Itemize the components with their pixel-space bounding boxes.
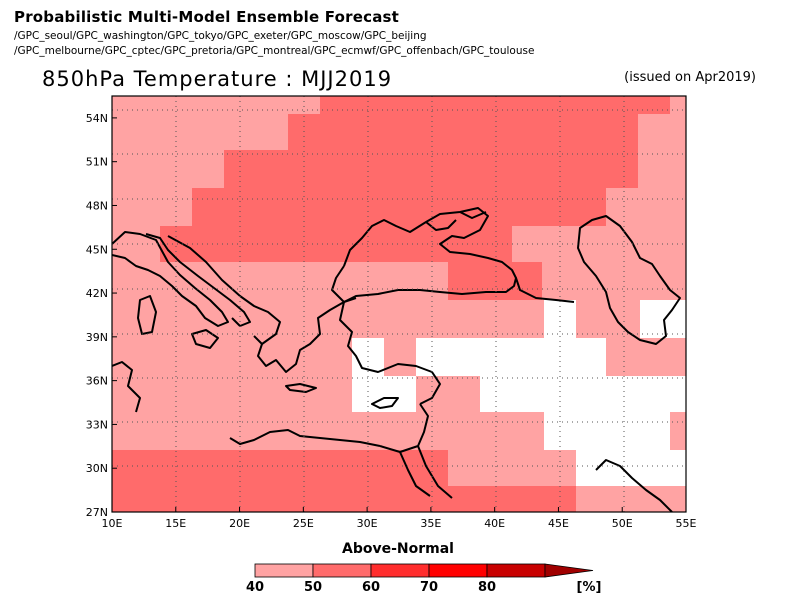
x-tick-label: 10E bbox=[102, 517, 123, 530]
y-tick-label: 51N bbox=[86, 156, 108, 169]
y-tick-label: 30N bbox=[86, 462, 108, 475]
coastlines bbox=[112, 207, 681, 512]
colorbar-tick-label: 70 bbox=[420, 580, 438, 595]
issued-date: (issued on Apr2019) bbox=[624, 70, 756, 85]
y-tick-label: 33N bbox=[86, 418, 108, 431]
probability-field bbox=[112, 96, 686, 512]
colorbar-tick-label: 40 bbox=[246, 580, 264, 595]
y-tick-label: 27N bbox=[86, 506, 108, 519]
grid-lines bbox=[112, 96, 686, 512]
colorbar-tick-label: 50 bbox=[304, 580, 322, 595]
models-line-2: /GPC_melbourne/GPC_cptec/GPC_pretoria/GP… bbox=[14, 45, 535, 57]
x-axis: 10E 15E 20E 25E 30E 35E 40E 45E 50E 55E bbox=[102, 507, 697, 530]
colorbar-segment bbox=[254, 563, 314, 578]
x-tick-label: 30E bbox=[357, 517, 378, 530]
y-tick-label: 36N bbox=[86, 375, 108, 388]
y-tick-label: 48N bbox=[86, 199, 108, 212]
colorbar-segment bbox=[370, 563, 430, 578]
x-tick-label: 40E bbox=[484, 517, 505, 530]
colorbar-unit: [%] bbox=[577, 580, 602, 595]
prob-north-band bbox=[160, 96, 670, 300]
x-tick-label: 15E bbox=[165, 517, 186, 530]
colorbar-segment bbox=[486, 563, 546, 578]
colorbar-segment bbox=[312, 563, 372, 578]
colorbar-tick-label: 80 bbox=[478, 580, 496, 595]
product-title: Probabilistic Multi-Model Ensemble Forec… bbox=[14, 8, 400, 26]
colorbar-arrow bbox=[544, 563, 594, 578]
colorbar-label: Above-Normal bbox=[342, 541, 454, 557]
y-tick-label: 54N bbox=[86, 112, 108, 125]
map-title: 850hPa Temperature : MJJ2019 bbox=[42, 67, 393, 91]
x-tick-label: 50E bbox=[612, 517, 633, 530]
y-axis: 27N 30N 33N 36N 39N 42N 45N 48N 51N 54N bbox=[86, 112, 117, 519]
map-frame bbox=[111, 95, 687, 513]
colorbar-tick-label: 60 bbox=[362, 580, 380, 595]
y-tick-label: 42N bbox=[86, 287, 108, 300]
y-tick-label: 39N bbox=[86, 331, 108, 344]
x-tick-label: 20E bbox=[229, 517, 250, 530]
colorbar: 40 50 60 70 80 [%] bbox=[246, 563, 602, 595]
colorbar-segment bbox=[428, 563, 488, 578]
models-line-1: /GPC_seoul/GPC_washington/GPC_tokyo/GPC_… bbox=[14, 30, 427, 42]
x-tick-label: 35E bbox=[420, 517, 441, 530]
x-tick-label: 25E bbox=[293, 517, 314, 530]
x-tick-label: 45E bbox=[548, 517, 569, 530]
x-tick-label: 55E bbox=[676, 517, 697, 530]
y-tick-label: 45N bbox=[86, 243, 108, 256]
